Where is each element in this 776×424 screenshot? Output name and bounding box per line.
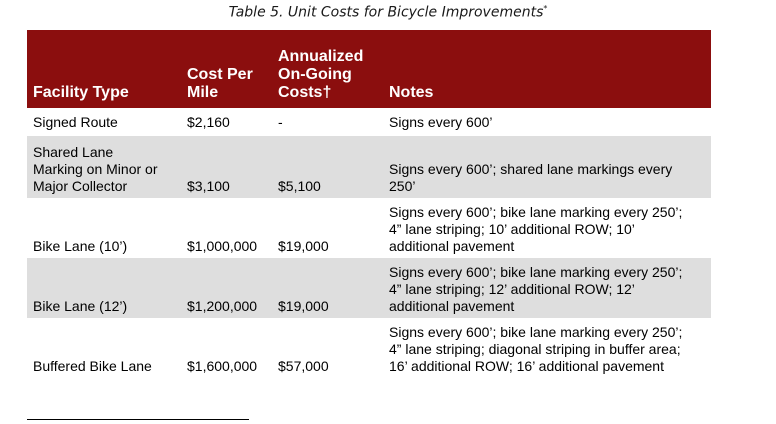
notes-cell: Signs every 600’; bike lane marking ever… xyxy=(389,204,683,254)
header-notes: Notes xyxy=(383,30,711,108)
table-row: Bike Lane (12’) $1,200,000 $19,000 Signs… xyxy=(27,258,711,318)
facility-cell: Buffered Bike Lane xyxy=(33,358,152,374)
header-cost-per-mile: Cost Per Mile xyxy=(181,30,272,108)
facility-cell: Signed Route xyxy=(33,113,118,130)
annual-cost-cell: $19,000 xyxy=(272,258,383,318)
annual-cost-cell: $5,100 xyxy=(272,136,383,198)
cost-cell: $3,100 xyxy=(181,136,272,198)
footnote-marker: * xyxy=(543,4,548,13)
annual-cost-cell: - xyxy=(278,113,283,130)
footnote-divider xyxy=(27,419,249,420)
annual-cost-cell: $19,000 xyxy=(278,238,329,254)
notes-cell: Signs every 600’ xyxy=(389,113,493,130)
table-row: Shared Lane Marking on Minor or Major Coll… xyxy=(27,136,711,198)
header-facility-type: Facility Type xyxy=(27,30,181,108)
facility-cell: Shared Lane Marking on Minor or Major Coll… xyxy=(27,136,181,198)
table-caption: Table 5. Unit Costs for Bicycle Improvem… xyxy=(0,4,776,21)
header-annualized-costs: Annualized On-Going Costs† xyxy=(272,30,383,108)
notes-cell: Signs every 600’; shared lane markings e… xyxy=(383,136,711,198)
header-row: Facility Type Cost Per Mile Annualized On-… xyxy=(27,30,711,108)
cost-cell: $1,000,000 xyxy=(187,238,258,254)
facility-cell: Bike Lane (12’) xyxy=(27,258,181,318)
notes-cell: Signs every 600’; bike lane marking ever… xyxy=(389,324,683,374)
table-row: Bike Lane (10’) $1,000,000 $19,000 Signs… xyxy=(27,198,711,258)
notes-cell: Signs every 600’; bike lane marking ever… xyxy=(383,258,711,318)
cost-cell: $1,200,000 xyxy=(181,258,272,318)
table-row: Signed Route $2,160 - Signs every 600’ xyxy=(27,108,711,136)
facility-cell: Bike Lane (10’) xyxy=(33,238,128,254)
table-title: Table 5. Unit Costs for Bicycle Improvem… xyxy=(228,4,544,21)
table-row: Buffered Bike Lane $1,600,000 $57,000 Si… xyxy=(27,318,711,378)
cost-cell: $1,600,000 xyxy=(187,358,258,374)
annual-cost-cell: $57,000 xyxy=(278,358,329,374)
cost-cell: $2,160 xyxy=(187,113,230,130)
unit-costs-table: Facility Type Cost Per Mile Annualized On-… xyxy=(27,30,711,378)
